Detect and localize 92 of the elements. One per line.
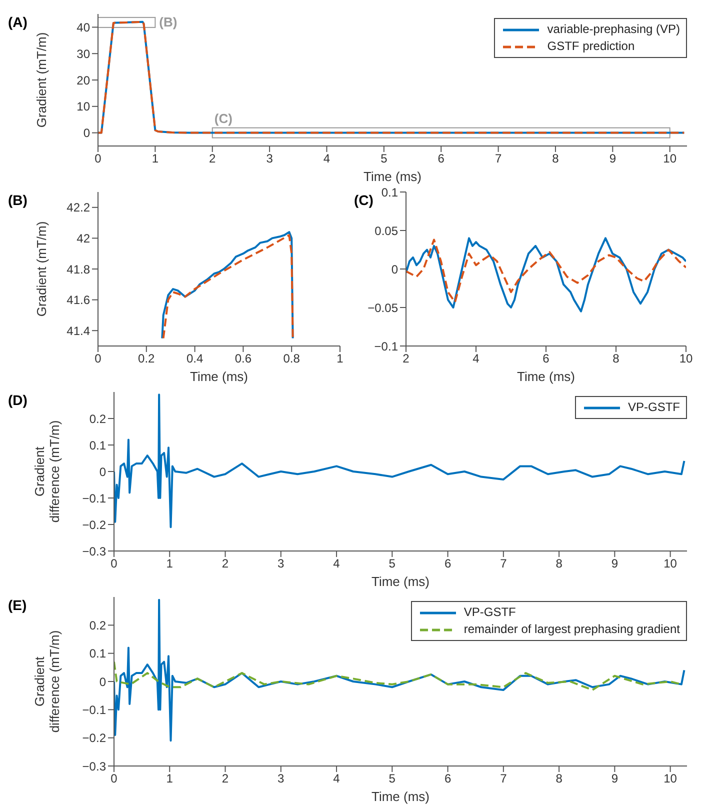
x-tick-label: 5 xyxy=(380,152,388,166)
y-tick-label: 42.2 xyxy=(66,200,90,215)
x-tick-label: 3 xyxy=(278,556,285,571)
line-series xyxy=(114,394,686,528)
x-tick-label: 4 xyxy=(333,772,340,786)
y-tick-label: −0.1 xyxy=(82,491,106,506)
chart-title: (C) xyxy=(354,192,374,208)
y-tick-label: 0.2 xyxy=(89,618,106,632)
legend-label: GSTF prediction xyxy=(547,38,635,55)
x-tick-label: 6 xyxy=(542,352,550,366)
y-tick-label: 0.05 xyxy=(374,224,398,238)
x-axis-title: Time (ms) xyxy=(371,574,430,589)
x-tick-label: 0.2 xyxy=(138,352,156,366)
y-tick-label: −0.2 xyxy=(82,731,106,746)
y-axis-title: Gradient (mT/m) xyxy=(34,221,49,317)
x-tick-label: 9 xyxy=(611,556,618,571)
x-tick-label: 9 xyxy=(609,152,616,166)
x-tick-label: 2 xyxy=(402,352,410,366)
x-tick-label: 7 xyxy=(500,772,508,786)
x-tick-label: 4 xyxy=(323,152,330,166)
x-axis-title: Time (ms) xyxy=(190,369,248,384)
x-tick-label: 1 xyxy=(152,152,159,166)
chart-title: (D) xyxy=(8,392,28,408)
y-tick-label: 30 xyxy=(76,46,90,61)
y-tick-label: 41.4 xyxy=(66,324,90,338)
x-tick-label: 0.6 xyxy=(234,352,252,366)
legend-label: VP-GSTF xyxy=(464,604,516,621)
x-tick-label: 8 xyxy=(552,152,560,166)
y-tick-label: 20 xyxy=(76,73,90,88)
y-axis-title: Gradient (mT/m) xyxy=(34,32,49,128)
y-tick-label: 0 xyxy=(391,262,398,276)
y-tick-label: −0.05 xyxy=(368,300,398,315)
x-tick-label: 2 xyxy=(222,772,229,786)
x-tick-label: 4 xyxy=(472,352,480,366)
x-tick-label: 7 xyxy=(500,556,508,571)
y-tick-label: 0 xyxy=(83,126,90,140)
y-tick-label: 0 xyxy=(99,464,106,479)
y-tick-label: −0.1 xyxy=(82,702,106,717)
y-tick-label: 41.8 xyxy=(66,262,90,276)
x-axis-title: Time (ms) xyxy=(363,169,422,184)
line-series xyxy=(114,598,686,742)
y-tick-label: 10 xyxy=(76,100,90,114)
chart-title: (E) xyxy=(8,597,27,613)
x-tick-label: 10 xyxy=(663,152,677,166)
y-tick-label: −0.2 xyxy=(82,518,106,532)
y-tick-label: 0.2 xyxy=(89,412,106,426)
y-tick-label: 41.6 xyxy=(66,293,90,308)
x-tick-label: 8 xyxy=(556,772,563,786)
x-tick-label: 5 xyxy=(388,772,396,786)
y-tick-label: 0.1 xyxy=(89,646,106,661)
x-tick-label: 5 xyxy=(388,556,396,571)
x-tick-label: 3 xyxy=(278,772,285,786)
x-tick-label: 2 xyxy=(209,152,216,166)
x-tick-label: 2 xyxy=(222,556,229,571)
x-axis-title: Time (ms) xyxy=(371,789,430,804)
legend-label: variable-prephasing (VP) xyxy=(547,21,680,38)
chart-title: (A) xyxy=(8,14,28,30)
x-tick-label: 4 xyxy=(333,556,340,571)
x-tick-label: 0.4 xyxy=(186,352,204,366)
y-tick-label: 0 xyxy=(99,674,106,689)
y-tick-label: −0.1 xyxy=(374,339,398,354)
x-tick-label: 8 xyxy=(556,556,563,571)
x-tick-label: 0 xyxy=(110,556,118,571)
legend-label: remainder of largest prephasing gradient xyxy=(464,621,680,638)
x-tick-label: 0 xyxy=(110,772,118,786)
x-axis-title: Time (ms) xyxy=(516,369,576,384)
x-tick-label: 1 xyxy=(166,556,174,571)
annotation: (B) xyxy=(159,14,178,30)
x-tick-label: 3 xyxy=(266,152,274,166)
x-tick-label: 10 xyxy=(679,352,693,366)
y-tick-label: −0.3 xyxy=(82,544,106,558)
x-tick-label: 6 xyxy=(438,152,445,166)
x-tick-label: 0.8 xyxy=(283,352,300,366)
legend-label: VP-GSTF xyxy=(628,399,680,416)
x-tick-label: 10 xyxy=(664,772,678,786)
y-tick-label: 0.1 xyxy=(89,438,106,452)
x-tick-label: 7 xyxy=(494,152,502,166)
y-axis-title: Gradient difference (mT/m) xyxy=(32,630,62,733)
y-tick-label: −0.3 xyxy=(82,759,106,774)
y-tick-label: 42 xyxy=(76,231,90,246)
x-tick-label: 8 xyxy=(612,352,620,366)
x-tick-label: 6 xyxy=(444,772,452,786)
y-tick-label: 40 xyxy=(76,20,90,34)
y-tick-label: 0.1 xyxy=(381,185,398,200)
chart-title: (B) xyxy=(8,192,28,208)
x-tick-label: 1 xyxy=(336,352,344,366)
x-tick-label: 6 xyxy=(444,556,452,571)
y-axis-title: Gradient difference (mT/m) xyxy=(32,420,62,523)
x-tick-label: 10 xyxy=(664,556,678,571)
x-tick-label: 9 xyxy=(611,772,618,786)
annotation: (C) xyxy=(214,110,232,126)
x-tick-label: 1 xyxy=(166,772,174,786)
